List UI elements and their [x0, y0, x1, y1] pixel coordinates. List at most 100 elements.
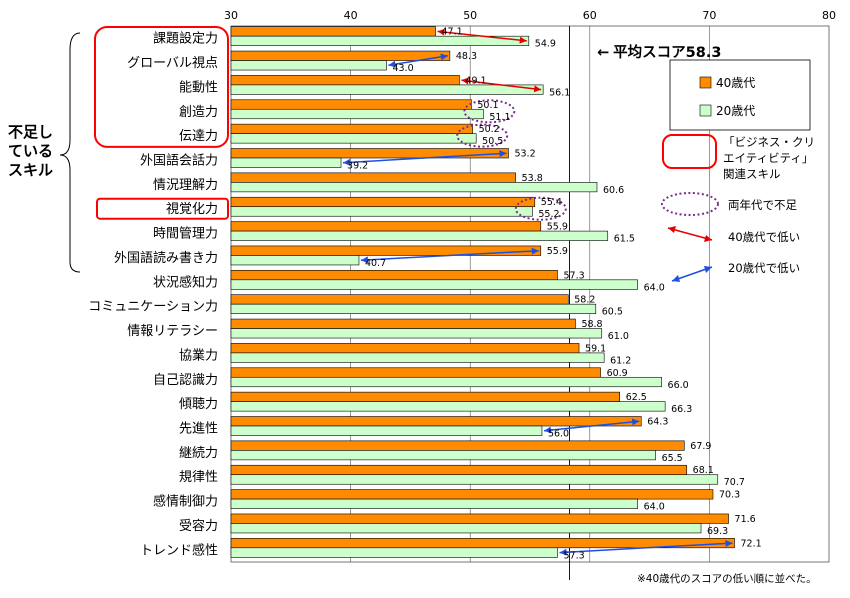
legend-series-20: 20歳代 [716, 104, 755, 118]
value-label-20s: 56.1 [549, 87, 570, 98]
category-label: 情報リテラシー [127, 324, 218, 339]
bar-40s [230, 513, 729, 524]
category-label: 外国語読み書き力 [114, 250, 218, 266]
value-label-40s: 58.8 [581, 319, 602, 330]
legend-red-arrow [667, 227, 713, 241]
group-label-line-1: 不足し [8, 123, 53, 141]
bar-40s [230, 75, 460, 86]
value-label-20s: 64.0 [644, 502, 665, 513]
bar-20s [230, 523, 702, 534]
twenty-low-arrow [388, 53, 448, 68]
category-label: トレンド感性 [140, 542, 218, 558]
bar-40s [230, 294, 569, 305]
value-label-20s: 61.5 [614, 234, 635, 245]
value-label-40s: 50.2 [479, 124, 500, 135]
twenty-low-arrow [360, 247, 539, 264]
category-label: 継続力 [179, 446, 218, 461]
bar-20s [230, 35, 530, 46]
value-label-40s: 47.1 [442, 27, 463, 38]
value-label-20s: 56.0 [548, 429, 569, 440]
plot-frame [230, 25, 830, 563]
legend: 40歳代 20歳代 「ビジネス・クリ エイティビティ」 関連スキル 両年代で不足… [661, 59, 815, 282]
bar-40s [230, 416, 642, 427]
bars [230, 26, 735, 558]
bar-40s [230, 196, 536, 208]
bar-20s [230, 425, 543, 436]
legend-series-40: 40歳代 [716, 76, 755, 90]
bar-40s [230, 440, 685, 451]
bar-40s [230, 50, 451, 61]
value-label-20s: 39.2 [347, 161, 368, 172]
bar-40s [230, 464, 687, 476]
legend-box [669, 59, 811, 131]
bar-40s [230, 148, 509, 159]
bar-20s [230, 303, 597, 314]
category-label: コミュニケーション力 [88, 300, 218, 315]
bar-40s [230, 99, 472, 110]
bar-20s [230, 376, 662, 388]
value-label-20s: 61.2 [610, 355, 631, 366]
bar-20s [230, 401, 666, 412]
legend-both-ellipse [661, 192, 719, 216]
value-label-40s: 60.9 [607, 368, 628, 379]
category-labels: 課題設定力グローバル視点能動性創造力伝達力外国語会話力情況理解力視覚化力時間管理… [88, 31, 218, 559]
value-label-40s: 53.8 [522, 173, 543, 184]
value-label-40s: 71.6 [735, 514, 756, 525]
both-short-ellipse [463, 99, 516, 124]
value-labels: 47.1 54.9 48.3 43.0 49.1 56.1 50.151.150.250.5… [347, 27, 762, 562]
value-label-40s: 67.9 [690, 441, 711, 452]
shortage-group-label: 不足し ている スキル [8, 32, 81, 273]
value-label-20s: 66.0 [668, 380, 689, 391]
bar-20s [230, 255, 360, 266]
category-label: 受容力 [179, 518, 218, 534]
bar-20s [230, 133, 477, 144]
category-label: 協業力 [179, 347, 218, 363]
category-label: 状況感知力 [153, 274, 218, 290]
category-label: 情況理解力 [153, 178, 218, 193]
value-label-40s: 62.5 [626, 392, 647, 403]
category-label: 規律性 [179, 470, 218, 485]
legend-both-short: 両年代で不足 [728, 198, 797, 212]
value-label-40s: 59.1 [585, 343, 606, 354]
value-label-40s: 55.9 [547, 246, 568, 257]
value-label-20s: 55.2 [538, 209, 559, 220]
bar-20s [230, 352, 605, 363]
bar-40s [230, 26, 436, 37]
category-label: 伝達力 [179, 129, 218, 144]
category-label: 外国語会話力 [140, 153, 218, 169]
value-label-40s: 48.3 [456, 51, 477, 62]
category-label: 創造力 [179, 105, 218, 120]
value-label-40s: 58.2 [574, 295, 595, 306]
x-axis-ticks: 30 40 50 60 70 80 [224, 9, 836, 22]
bar-40s [230, 391, 621, 402]
value-label-20s: 40.7 [365, 258, 386, 269]
x-tick-label: 80 [822, 9, 836, 22]
value-label-40s: 68.1 [693, 465, 714, 476]
value-label-20s: 57.3 [564, 550, 585, 561]
bar-20s [230, 206, 533, 217]
bar-40s [230, 367, 601, 378]
value-label-20s: 50.5 [482, 136, 503, 147]
group-label-line-3: スキル [8, 161, 53, 179]
x-tick-label: 30 [224, 9, 238, 22]
legend-business-line-1: 「ビジネス・クリ [723, 135, 815, 149]
highlight-box-group [94, 26, 229, 148]
bar-20s [230, 328, 603, 339]
category-label: 視覚化力 [166, 202, 218, 217]
value-label-40s: 53.2 [514, 149, 535, 160]
value-label-20s: 64.0 [644, 282, 665, 293]
bar-40s [230, 343, 580, 354]
value-label-40s: 64.3 [647, 417, 668, 428]
highlight-box-single [96, 197, 229, 220]
category-label: 能動性 [179, 80, 218, 95]
footnote: ※40歳代のスコアの低い順に並べた。 [637, 572, 817, 585]
twenty-low-arrow [543, 418, 640, 434]
value-label-40s: 55.9 [547, 222, 568, 233]
value-label-20s: 65.5 [662, 453, 683, 464]
bar-20s [230, 157, 342, 168]
legend-business-line-2: エイティビティ」 [723, 151, 813, 165]
bar-20s [230, 230, 609, 241]
category-label: 傾聴力 [179, 397, 218, 412]
annotation-marks [94, 26, 733, 556]
